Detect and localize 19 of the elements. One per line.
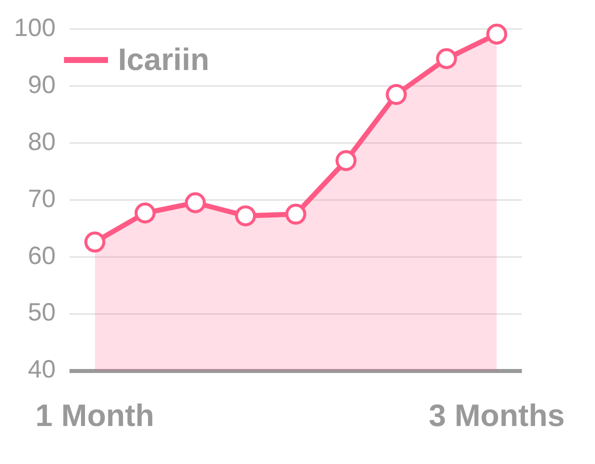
point bbox=[84, 232, 106, 253]
y-tick-label: 100 bbox=[14, 14, 56, 42]
point bbox=[486, 24, 508, 45]
point bbox=[285, 204, 306, 225]
point bbox=[235, 205, 256, 226]
y-tick-label: 90 bbox=[28, 70, 56, 99]
x-tick-label: 3 Months bbox=[428, 398, 565, 433]
point bbox=[386, 84, 407, 106]
point bbox=[336, 150, 357, 172]
legend-label: Icariin bbox=[118, 42, 210, 78]
y-tick-label: 80 bbox=[28, 128, 56, 156]
point bbox=[134, 202, 156, 224]
x-tick-label: 1 Month bbox=[35, 398, 154, 433]
y-tick-label: 40 bbox=[28, 356, 56, 384]
y-tick-label: 70 bbox=[28, 184, 56, 213]
y-tick-label: 60 bbox=[28, 242, 56, 270]
point bbox=[184, 192, 206, 214]
y-tick-label: 50 bbox=[28, 298, 56, 327]
point bbox=[436, 48, 458, 70]
